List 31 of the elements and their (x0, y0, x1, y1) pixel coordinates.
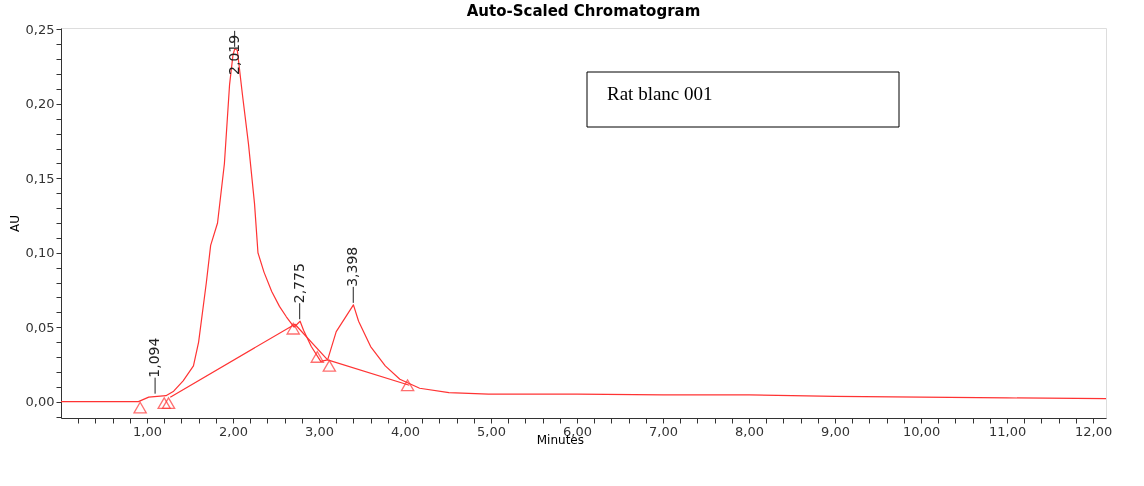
x-tick-label: 5,00 (477, 423, 507, 439)
x-tick-label: 7,00 (649, 423, 679, 439)
point (322, 359, 337, 372)
y-tick-label: 0,15 (25, 170, 55, 186)
x-tick-label: 4,00 (391, 423, 421, 439)
point (286, 322, 300, 335)
annotation: Rat blanc 001 (607, 83, 713, 104)
x-tick-label: 1,00 (133, 423, 162, 439)
y-axis-title: AU (7, 215, 22, 232)
chart-title: Auto-Scaled Chromatogram (466, 2, 701, 21)
annotation: 2,019 (225, 34, 242, 75)
point (310, 351, 325, 363)
x-tick-label: 3,00 (305, 423, 334, 439)
point (400, 379, 415, 392)
x-tick-label: 10,00 (902, 423, 941, 439)
annotation: 3,398 (344, 246, 361, 287)
annotation: 2,775 (290, 263, 307, 304)
point (133, 401, 147, 414)
y-tick-label: 0,05 (25, 319, 55, 335)
x-tick-label: 8,00 (735, 423, 765, 439)
point (161, 397, 176, 410)
y-tick-label: 0,00 (25, 394, 55, 410)
x-tick-label: 9,00 (821, 423, 851, 439)
x-tick-label: 2,00 (219, 423, 248, 439)
x-tick-label: 12,00 (1074, 423, 1113, 439)
x-tick-label: 11,00 (988, 423, 1027, 439)
y-tick-label: 0,25 (25, 21, 55, 37)
y-tick-label: 0,10 (25, 245, 55, 261)
y-tick-label: 0,20 (25, 96, 55, 112)
point (157, 397, 171, 410)
annotation: 1,094 (146, 337, 163, 378)
